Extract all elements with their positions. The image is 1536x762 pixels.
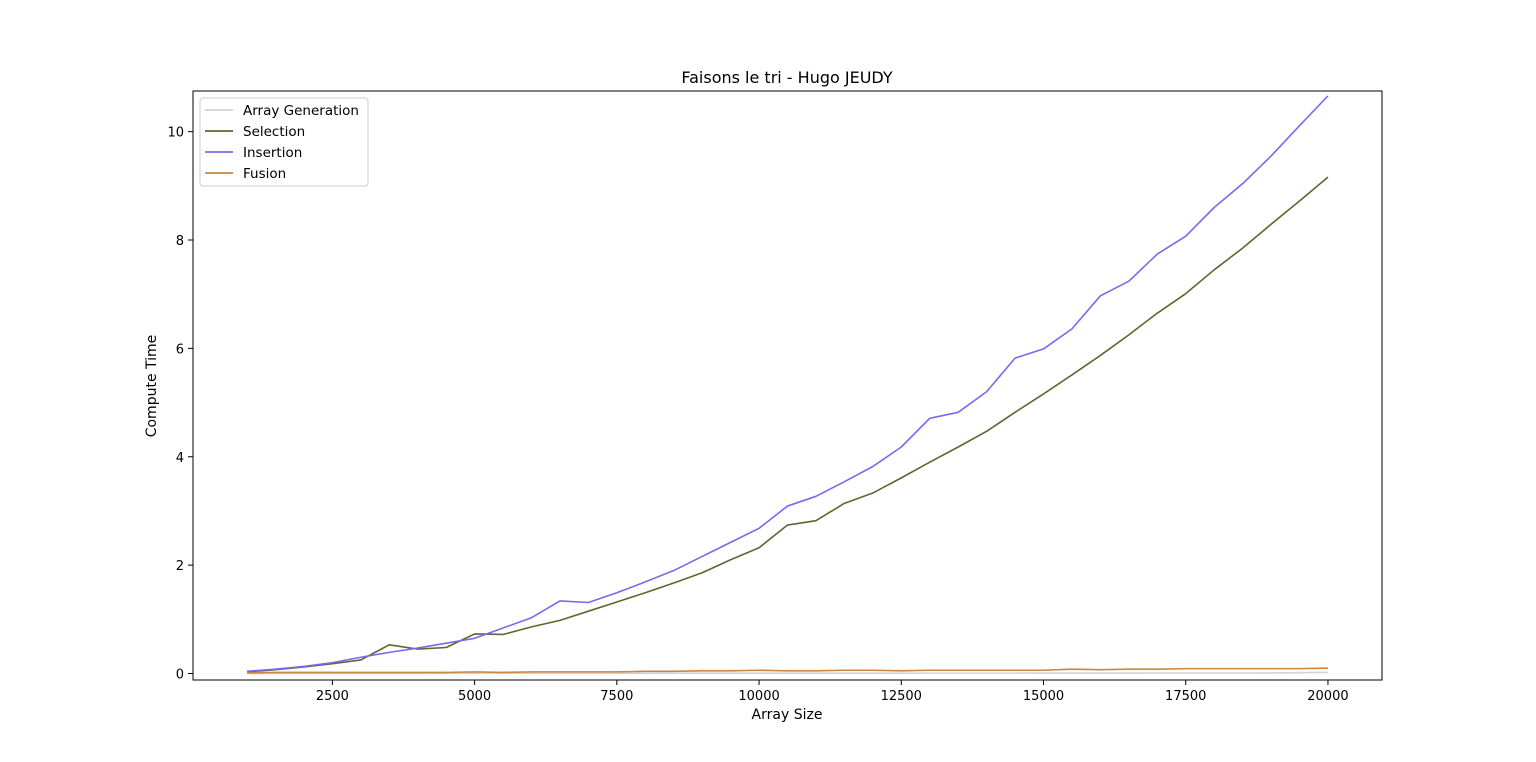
- series-line-3: [247, 667, 1328, 674]
- legend-entry: Array Generation: [243, 103, 359, 119]
- y-tick-label: 6: [176, 342, 184, 357]
- y-tick-label: 0: [176, 667, 184, 682]
- legend-entry: Selection: [243, 124, 305, 140]
- plot-frame: [192, 90, 1383, 681]
- y-tick-label: 10: [167, 126, 184, 141]
- y-axis: 0 2 4 6 8 10: [167, 126, 193, 682]
- y-tick-label: 8: [176, 234, 184, 249]
- x-tick-label: 2500: [316, 689, 349, 704]
- x-tick-label: 17500: [1165, 689, 1206, 704]
- x-tick-label: 7500: [600, 689, 633, 704]
- x-tick-label: 20000: [1307, 689, 1348, 704]
- legend-entry: Fusion: [243, 166, 286, 182]
- y-tick-label: 2: [176, 559, 184, 574]
- legend-box: [199, 97, 369, 187]
- series-line-1: [246, 176, 1329, 673]
- legend: Array Generation Selection Insertion Fusion: [199, 97, 369, 187]
- legend-entry: Insertion: [243, 145, 302, 161]
- series-line-2: [246, 95, 1329, 673]
- x-axis-label: Array Size: [752, 707, 823, 723]
- y-tick-label: 4: [176, 451, 184, 466]
- chart-title: Faisons le tri - Hugo JEUDY: [681, 68, 892, 87]
- x-axis: 2500 5000 7500 10000 12500 15000 17500 20000: [316, 680, 1349, 704]
- y-axis-label: Compute Time: [144, 335, 160, 438]
- x-tick-label: 15000: [1023, 689, 1064, 704]
- x-tick-label: 10000: [738, 689, 779, 704]
- x-tick-label: 5000: [458, 689, 491, 704]
- series-line-0: [247, 671, 1328, 675]
- plot-lines: [246, 95, 1329, 675]
- x-tick-label: 12500: [881, 689, 922, 704]
